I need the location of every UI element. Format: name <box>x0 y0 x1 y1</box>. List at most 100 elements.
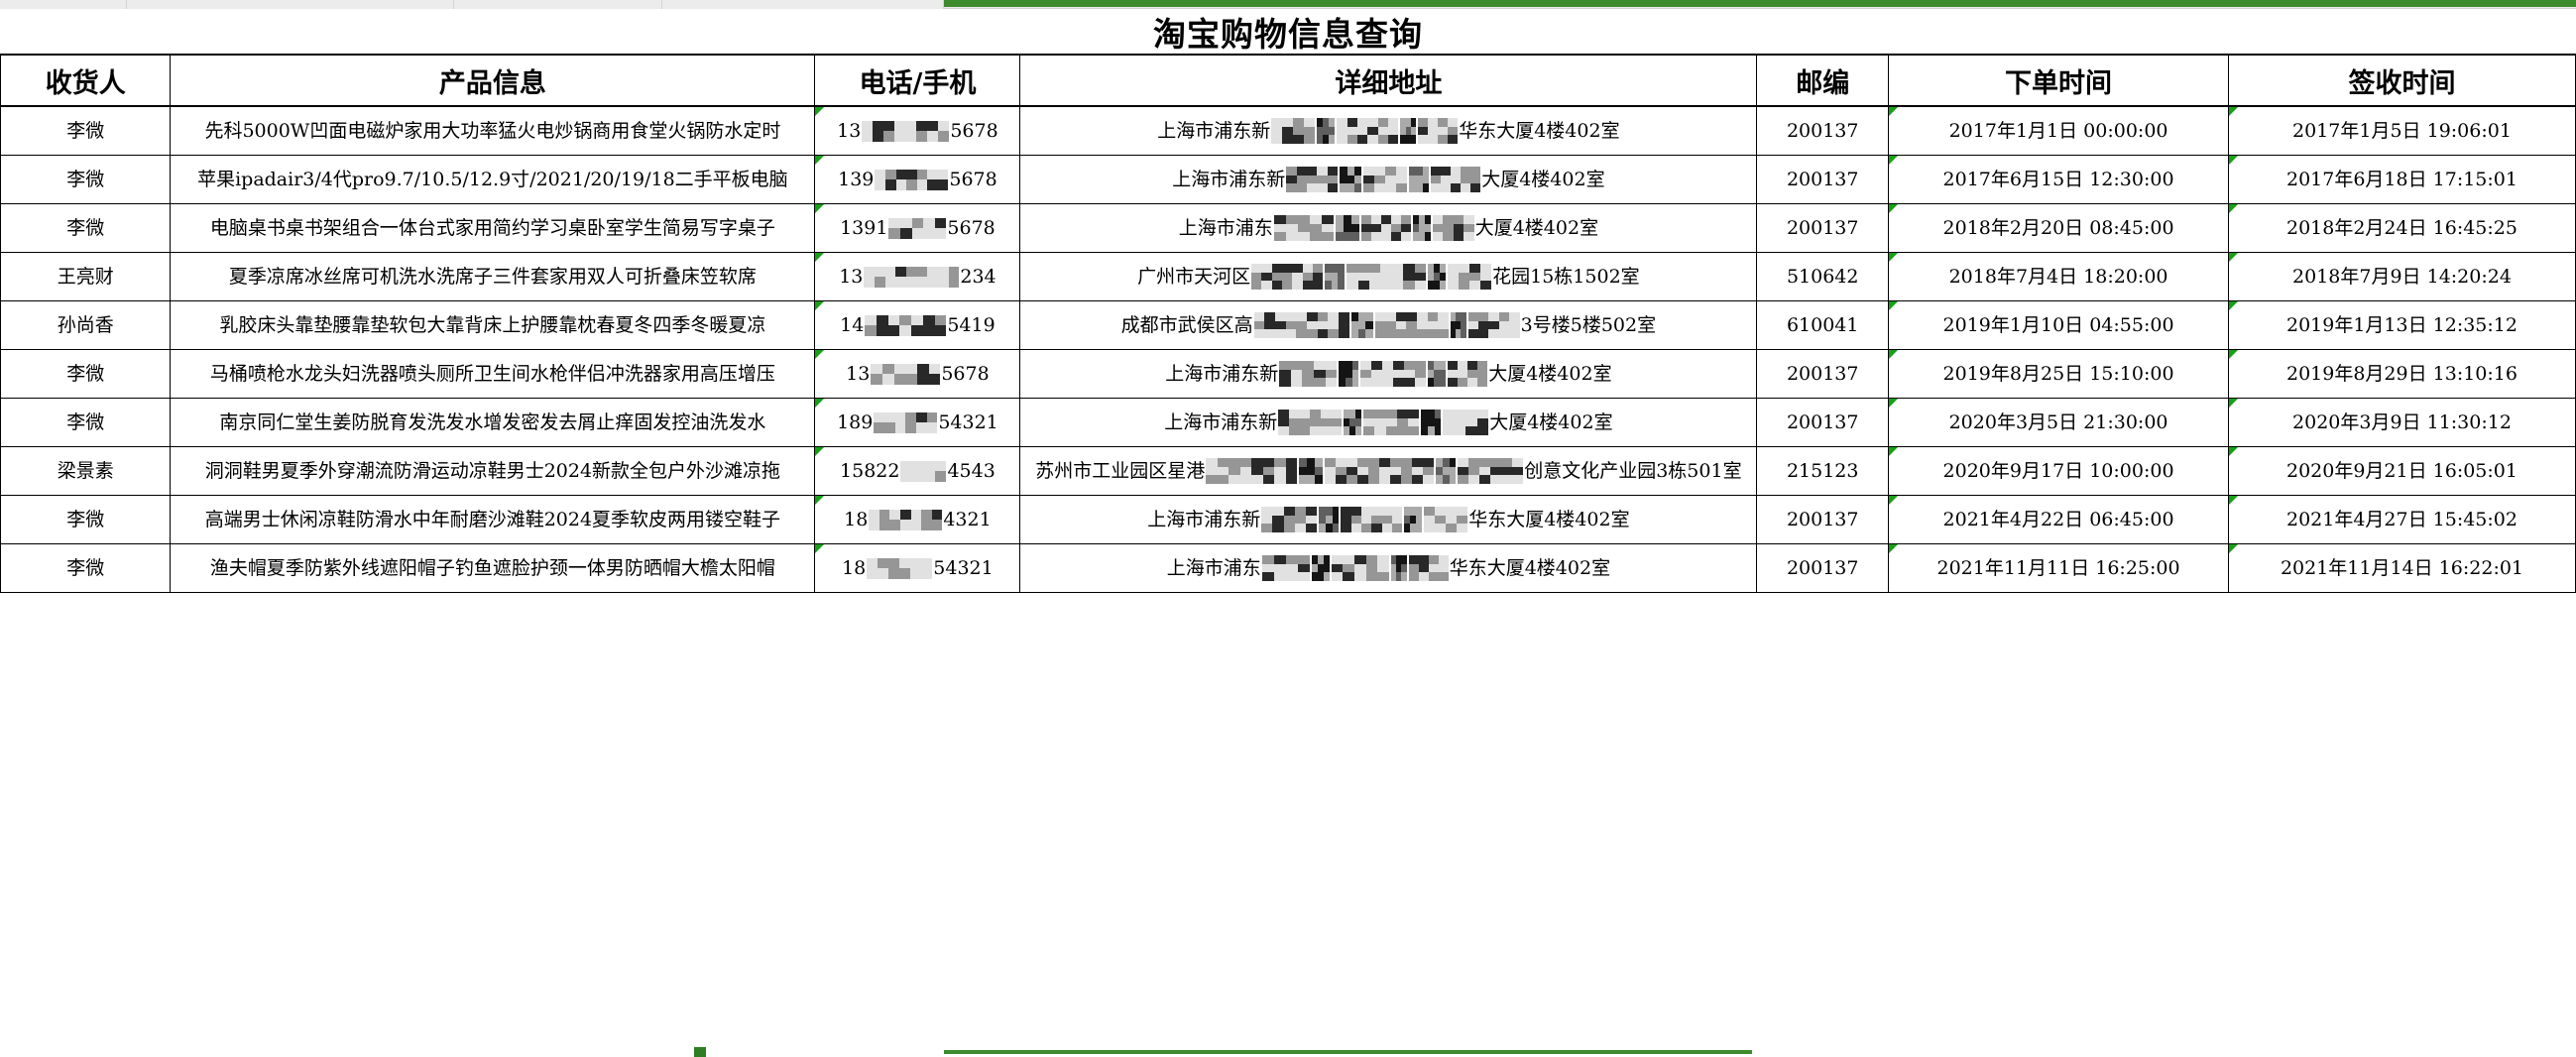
cell-receive-time[interactable]: 2020年3月9日 11:30:12 <box>2227 398 2576 447</box>
cell-phone[interactable]: 18 54321 <box>814 543 1021 593</box>
cell-address[interactable]: 上海市浦东 华东大厦4楼402室 <box>1019 543 1758 593</box>
redacted-text <box>1311 555 1330 581</box>
cell-address[interactable]: 上海市浦东新 大厦4楼402室 <box>1019 398 1758 447</box>
cell-receive-time[interactable]: 2019年1月13日 12:35:12 <box>2227 300 2576 350</box>
cell-phone[interactable]: 189 54321 <box>814 398 1021 447</box>
cell-product[interactable]: 苹果ipadair3/4代pro9.7/10.5/12.9寸/2021/20/1… <box>170 155 816 204</box>
cell-product[interactable]: 先科5000W凹面电磁炉家用大功率猛火电炒锅商用食堂火锅防水定时 <box>170 105 816 156</box>
cell-product[interactable]: 南京同仁堂生姜防脱育发洗发水增发密发去屑止痒固发控油洗发水 <box>170 398 816 447</box>
cell-receive-time[interactable]: 2021年4月27日 15:45:02 <box>2227 495 2576 544</box>
cell-comment-marker <box>815 204 825 213</box>
cell-receiver[interactable]: 孙尚香 <box>0 300 172 350</box>
cell-phone[interactable]: 15822 4543 <box>814 446 1021 496</box>
column-header-phone[interactable]: 电话/手机 <box>814 54 1021 107</box>
cell-address[interactable]: 广州市天河区 花园15栋1502室 <box>1019 252 1758 301</box>
table-row[interactable]: 李微 先科5000W凹面电磁炉家用大功率猛火电炒锅商用食堂火锅防水定时 13 5678… <box>0 105 2576 156</box>
column-header-ordered[interactable]: 下单时间 <box>1888 54 2229 107</box>
cell-zip[interactable]: 200137 <box>1756 543 1890 593</box>
cell-receiver[interactable]: 李微 <box>0 398 172 447</box>
cell-receive-time[interactable]: 2017年6月18日 17:15:01 <box>2227 155 2576 204</box>
cell-address[interactable]: 上海市浦东新 华东大厦4楼402室 <box>1019 105 1758 156</box>
cell-zip[interactable]: 200137 <box>1756 105 1890 156</box>
table-row[interactable]: 孙尚香 乳胶床头靠垫腰靠垫软包大靠背床上护腰靠枕春夏冬四季冬暖夏凉 14 5419 成都… <box>0 300 2576 350</box>
cell-order-time[interactable]: 2020年9月17日 10:00:00 <box>1888 446 2229 496</box>
cell-receiver[interactable]: 李微 <box>0 155 172 204</box>
column-header-address[interactable]: 详细地址 <box>1019 54 1758 107</box>
cell-address[interactable]: 苏州市工业园区星港 创意文化产业园3栋501室 <box>1019 446 1758 496</box>
cell-receive-time[interactable]: 2020年9月21日 16:05:01 <box>2227 446 2576 496</box>
cell-receive-time[interactable]: 2017年1月5日 19:06:01 <box>2227 105 2576 156</box>
phone-suffix: 54321 <box>933 557 994 579</box>
cell-address[interactable]: 上海市浦东新 华东大厦4楼402室 <box>1019 495 1758 544</box>
cell-receiver[interactable]: 李微 <box>0 349 172 399</box>
cell-receive-time[interactable]: 2018年2月24日 16:45:25 <box>2227 203 2576 253</box>
address-prefix: 上海市浦东新 <box>1147 509 1261 530</box>
cell-receive-time[interactable]: 2019年8月29日 13:10:16 <box>2227 349 2576 399</box>
cell-zip[interactable]: 200137 <box>1756 349 1890 399</box>
table-row[interactable]: 李微 南京同仁堂生姜防脱育发洗发水增发密发去屑止痒固发控油洗发水 189 54321 上… <box>0 398 2576 447</box>
redacted-text <box>1448 264 1492 290</box>
cell-receiver[interactable]: 梁景素 <box>0 446 172 496</box>
cell-address[interactable]: 上海市浦东新 大厦4楼402室 <box>1019 155 1758 204</box>
cell-product[interactable]: 乳胶床头靠垫腰靠垫软包大靠背床上护腰靠枕春夏冬四季冬暖夏凉 <box>170 300 816 350</box>
cell-receive-time[interactable]: 2018年7月9日 14:20:24 <box>2227 252 2576 301</box>
table-row[interactable]: 王亮财 夏季凉席冰丝席可机洗水洗席子三件套家用双人可折叠床笠软席 13 234 广州市天… <box>0 252 2576 301</box>
table-row[interactable]: 李微 渔夫帽夏季防紫外线遮阳帽子钓鱼遮脸护颈一体男防晒帽大檐太阳帽 18 54321 上… <box>0 543 2576 593</box>
cell-product[interactable]: 渔夫帽夏季防紫外线遮阳帽子钓鱼遮脸护颈一体男防晒帽大檐太阳帽 <box>170 543 816 593</box>
spreadsheet-area[interactable]: 收货人 产品信息 电话/手机 详细地址 邮编 下单时间 签收时间 李微 先科500… <box>0 54 2576 593</box>
column-header-received[interactable]: 签收时间 <box>2227 54 2576 107</box>
table-row[interactable]: 梁景素 洞洞鞋男夏季外穿潮流防滑运动凉鞋男士2024新款全包户外沙滩凉拖 15822… <box>0 446 2576 496</box>
cell-zip[interactable]: 215123 <box>1756 446 1890 496</box>
cell-phone[interactable]: 13 5678 <box>814 349 1021 399</box>
cell-zip[interactable]: 200137 <box>1756 155 1890 204</box>
cell-product[interactable]: 电脑桌书桌书架组合一体台式家用简约学习桌卧室学生简易写字桌子 <box>170 203 816 253</box>
cell-receiver[interactable]: 李微 <box>0 543 172 593</box>
cell-product[interactable]: 洞洞鞋男夏季外穿潮流防滑运动凉鞋男士2024新款全包户外沙滩凉拖 <box>170 446 816 496</box>
accent-bar-bottom <box>944 1050 1752 1054</box>
cell-order-time[interactable]: 2020年3月5日 21:30:00 <box>1888 398 2229 447</box>
cell-order-time[interactable]: 2017年6月15日 12:30:00 <box>1888 155 2229 204</box>
cell-order-time[interactable]: 2018年2月20日 08:45:00 <box>1888 203 2229 253</box>
cell-product[interactable]: 夏季凉席冰丝席可机洗水洗席子三件套家用双人可折叠床笠软席 <box>170 252 816 301</box>
cell-address[interactable]: 成都市武侯区高 3号楼5楼502室 <box>1019 300 1758 350</box>
cell-phone[interactable]: 13 234 <box>814 252 1021 301</box>
cell-zip[interactable]: 200137 <box>1756 495 1890 544</box>
cell-product[interactable]: 高端男士休闲凉鞋防滑水中年耐磨沙滩鞋2024夏季软皮两用镂空鞋子 <box>170 495 816 544</box>
cell-phone[interactable]: 139 5678 <box>814 155 1021 204</box>
cell-phone[interactable]: 18 4321 <box>814 495 1021 544</box>
redacted-text <box>1341 507 1403 532</box>
cell-comment-marker <box>1889 107 1899 116</box>
cell-receiver[interactable]: 李微 <box>0 203 172 253</box>
column-header-receiver[interactable]: 收货人 <box>0 54 172 107</box>
cell-phone[interactable]: 13 5678 <box>814 105 1021 156</box>
cell-order-time[interactable]: 2019年1月10日 04:55:00 <box>1888 300 2229 350</box>
cell-product[interactable]: 马桶喷枪水龙头妇洗器喷头厕所卫生间水枪伴侣冲洗器家用高压增压 <box>170 349 816 399</box>
cell-order-time[interactable]: 2021年4月22日 06:45:00 <box>1888 495 2229 544</box>
cell-order-time[interactable]: 2018年7月4日 18:20:00 <box>1888 252 2229 301</box>
cell-phone[interactable]: 14 5419 <box>814 300 1021 350</box>
phone-value: 13 234 <box>839 264 995 290</box>
table-row[interactable]: 李微 马桶喷枪水龙头妇洗器喷头厕所卫生间水枪伴侣冲洗器家用高压增压 13 5678 上海… <box>0 349 2576 399</box>
cell-zip[interactable]: 200137 <box>1756 398 1890 447</box>
table-row[interactable]: 李微 高端男士休闲凉鞋防滑水中年耐磨沙滩鞋2024夏季软皮两用镂空鞋子 18 4321… <box>0 495 2576 544</box>
cell-receive-time[interactable]: 2021年11月14日 16:22:01 <box>2227 543 2576 593</box>
redacted-text <box>1428 264 1447 290</box>
cell-receiver[interactable]: 王亮财 <box>0 252 172 301</box>
column-header-zip[interactable]: 邮编 <box>1756 54 1890 107</box>
cell-address[interactable]: 上海市浦东新 大厦4楼402室 <box>1019 349 1758 399</box>
cell-order-time[interactable]: 2021年11月11日 16:25:00 <box>1888 543 2229 593</box>
cell-zip[interactable]: 200137 <box>1756 203 1890 253</box>
table-row[interactable]: 李微 电脑桌书桌书架组合一体台式家用简约学习桌卧室学生简易写字桌子 1391 5678… <box>0 203 2576 253</box>
cell-receiver[interactable]: 李微 <box>0 495 172 544</box>
cell-address[interactable]: 上海市浦东 大厦4楼402室 <box>1019 203 1758 253</box>
cell-zip[interactable]: 510642 <box>1756 252 1890 301</box>
redacted-text <box>1360 361 1427 387</box>
cell-order-time[interactable]: 2017年1月1日 00:00:00 <box>1888 105 2229 156</box>
table-row[interactable]: 李微 苹果ipadair3/4代pro9.7/10.5/12.9寸/2021/20… <box>0 155 2576 204</box>
column-header-product[interactable]: 产品信息 <box>170 54 816 107</box>
order-time-text: 2018年7月4日 18:20:00 <box>1948 266 2168 288</box>
cell-zip[interactable]: 610041 <box>1756 300 1890 350</box>
cell-receiver[interactable]: 李微 <box>0 105 172 156</box>
cell-order-time[interactable]: 2019年8月25日 15:10:00 <box>1888 349 2229 399</box>
cell-phone[interactable]: 1391 5678 <box>814 203 1021 253</box>
